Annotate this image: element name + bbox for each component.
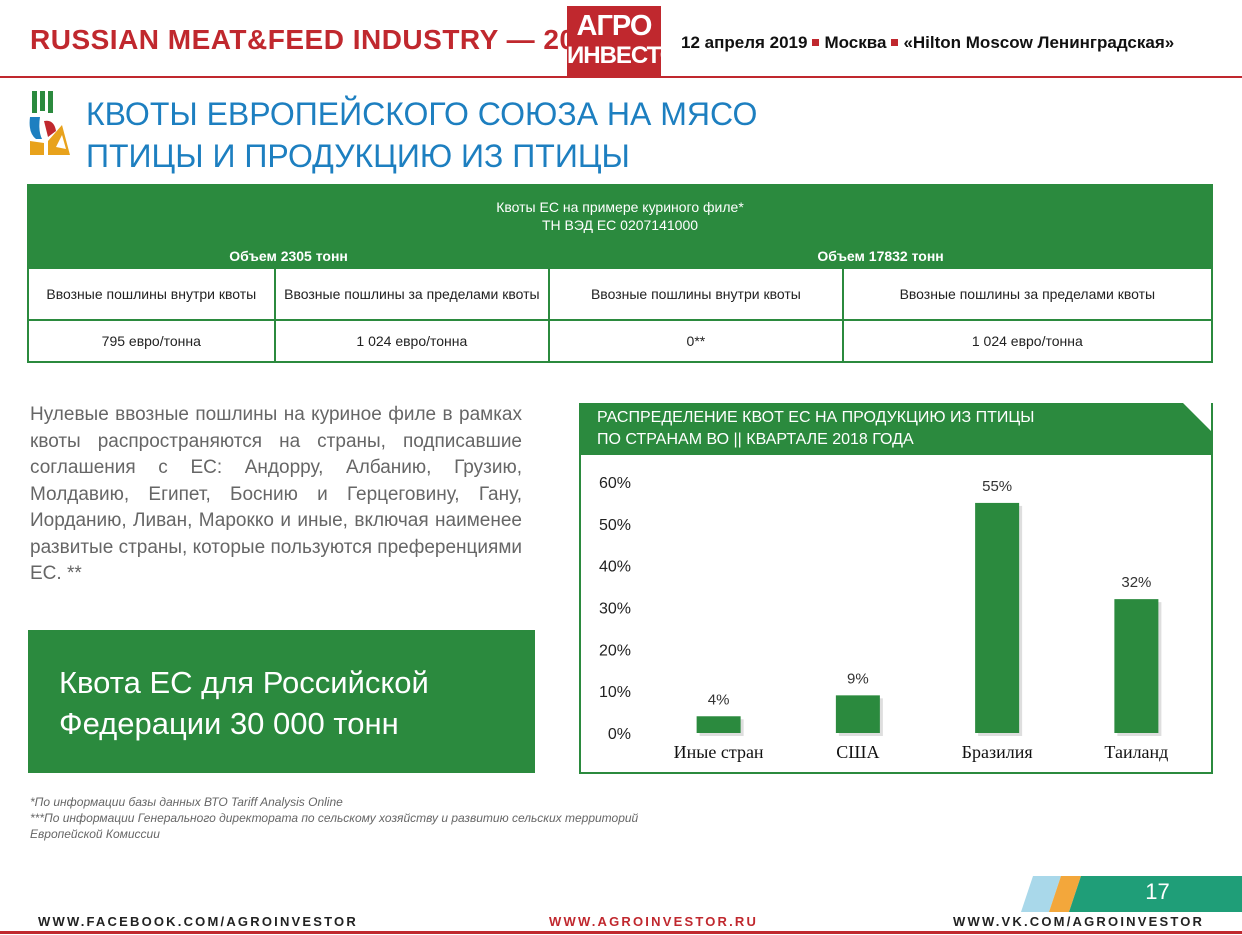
chart-frame: [579, 403, 1213, 774]
table-cell: 0**: [548, 319, 844, 363]
separator-square-icon: [812, 39, 820, 46]
data-label: 4%: [708, 691, 730, 708]
footer-facebook-link[interactable]: WWW.FACEBOOK.COM/AGROINVESTOR: [38, 914, 358, 929]
chart-title-line-2: ПО СТРАНАМ ВО || КВАРТАЛЕ 2018 ГОДА: [597, 431, 914, 448]
table-column-header: Ввозные пошлины внутри квоты: [548, 267, 844, 321]
x-tick-label: Иные стран: [674, 742, 764, 762]
table-group-2: Объем 17832 тонн: [548, 243, 1213, 269]
quota-table: Квоты ЕС на примере куриного филе* ТН ВЭ…: [26, 184, 1214, 363]
y-tick-label: 20%: [599, 642, 631, 659]
russia-quota-box: Квота ЕС для Российской Федерации 30 000…: [28, 630, 535, 773]
footer-vk-link[interactable]: WWW.VK.COM/AGROINVESTOR: [953, 914, 1205, 929]
logo-line-2: ИНВЕСТОР: [567, 42, 693, 69]
table-title-line-2: ТН ВЭД ЕС 0207141000: [541, 217, 699, 233]
table-column-header: Ввозные пошлины за пределами квоты: [841, 267, 1214, 321]
bar: [1114, 599, 1159, 733]
event-title: RUSSIAN MEAT&FEED INDUSTRY — 2019: [30, 24, 608, 55]
table-title: Квоты ЕС на примере куриного филе* ТН ВЭ…: [27, 184, 1213, 245]
y-tick-label: 10%: [599, 684, 631, 701]
table-cell: 795 евро/тонна: [27, 319, 276, 363]
page-number: 17: [1145, 879, 1170, 904]
y-tick-label: 0%: [608, 726, 631, 743]
chart-header-banner: [579, 403, 1213, 455]
y-tick-label: 40%: [599, 559, 631, 576]
event-info: 12 апреля 2019 Москва «Hilton Moscow Ленин…: [681, 33, 1174, 53]
data-label: 55%: [982, 478, 1012, 495]
section-title-line-1: КВОТЫ ЕВРОПЕЙСКОГО СОЮЗА НА МЯСО: [86, 96, 758, 132]
separator-square-icon: [891, 39, 899, 46]
x-tick-label: Таиланд: [1104, 742, 1168, 762]
agroinvestor-logo[interactable]: АГРО ИНВЕСТОР: [567, 6, 693, 78]
logo-line-1: АГРО: [576, 10, 653, 42]
section-title: КВОТЫ ЕВРОПЕЙСКОГО СОЮЗА НА МЯСО ПТИЦЫ И…: [86, 93, 886, 177]
x-tick-label: США: [836, 742, 879, 762]
y-tick-label: 60%: [599, 475, 631, 492]
footnote-1: *По информации базы данных ВТО Tariff An…: [30, 795, 343, 809]
table-row: 795 евро/тонна 1 024 евро/тонна 0** 1 02…: [27, 319, 1214, 363]
bar: [835, 695, 880, 733]
event-date: 12 апреля 2019: [681, 33, 808, 52]
chart-title: РАСПРЕДЕЛЕНИЕ КВОТ ЕС НА ПРОДУКЦИЮ ИЗ ПТ…: [597, 407, 1157, 451]
russia-quota-line-1: Квота ЕС для Российской: [59, 665, 429, 700]
section-title-line-2: ПТИЦЫ И ПРОДУКЦИЮ ИЗ ПТИЦЫ: [86, 138, 630, 174]
data-label: 9%: [847, 670, 869, 687]
table-group-1: Объем 2305 тонн: [26, 243, 551, 269]
event-venue: «Hilton Moscow Ленинградская»: [903, 33, 1175, 52]
section-logo-icon: [29, 91, 70, 155]
footnotes: *По информации базы данных ВТО Tariff An…: [30, 794, 750, 842]
y-tick-label: 30%: [599, 601, 631, 618]
footnote-2: ***По информации Генерального директорат…: [30, 811, 639, 825]
russia-quota-line-2: Федерации 30 000 тонн: [59, 706, 399, 741]
x-tick-label: Бразилия: [962, 742, 1033, 762]
table-title-line-1: Квоты ЕС на примере куриного филе*: [496, 199, 744, 215]
footer-site-link[interactable]: WWW.AGROINVESTOR.RU: [549, 914, 759, 929]
bar: [696, 716, 741, 733]
table-column-header: Ввозные пошлины за пределами квоты: [273, 267, 551, 321]
page-number-badge: [1021, 876, 1242, 912]
chart-title-line-1: РАСПРЕДЕЛЕНИЕ КВОТ ЕС НА ПРОДУКЦИЮ ИЗ ПТ…: [597, 409, 1035, 426]
info-paragraph: Нулевые ввозные пошлины на куриное филе …: [30, 404, 522, 584]
y-tick-label: 50%: [599, 517, 631, 534]
table-column-header: Ввозные пошлины внутри квоты: [27, 267, 276, 321]
footer-divider: [0, 931, 1242, 934]
footnote-3: Европейской Комиссии: [30, 827, 160, 841]
data-label: 32%: [1121, 574, 1151, 591]
bar: [975, 502, 1020, 733]
header-divider: [0, 76, 1242, 78]
bar-chart: 0% 10% 20% 30% 40% 50% 60% 4% Иные стран 9% США 55%…: [599, 475, 1168, 762]
table-cell: 1 024 евро/тонна: [273, 319, 551, 363]
event-city: Москва: [824, 33, 887, 52]
table-cell: 1 024 евро/тонна: [841, 319, 1214, 363]
